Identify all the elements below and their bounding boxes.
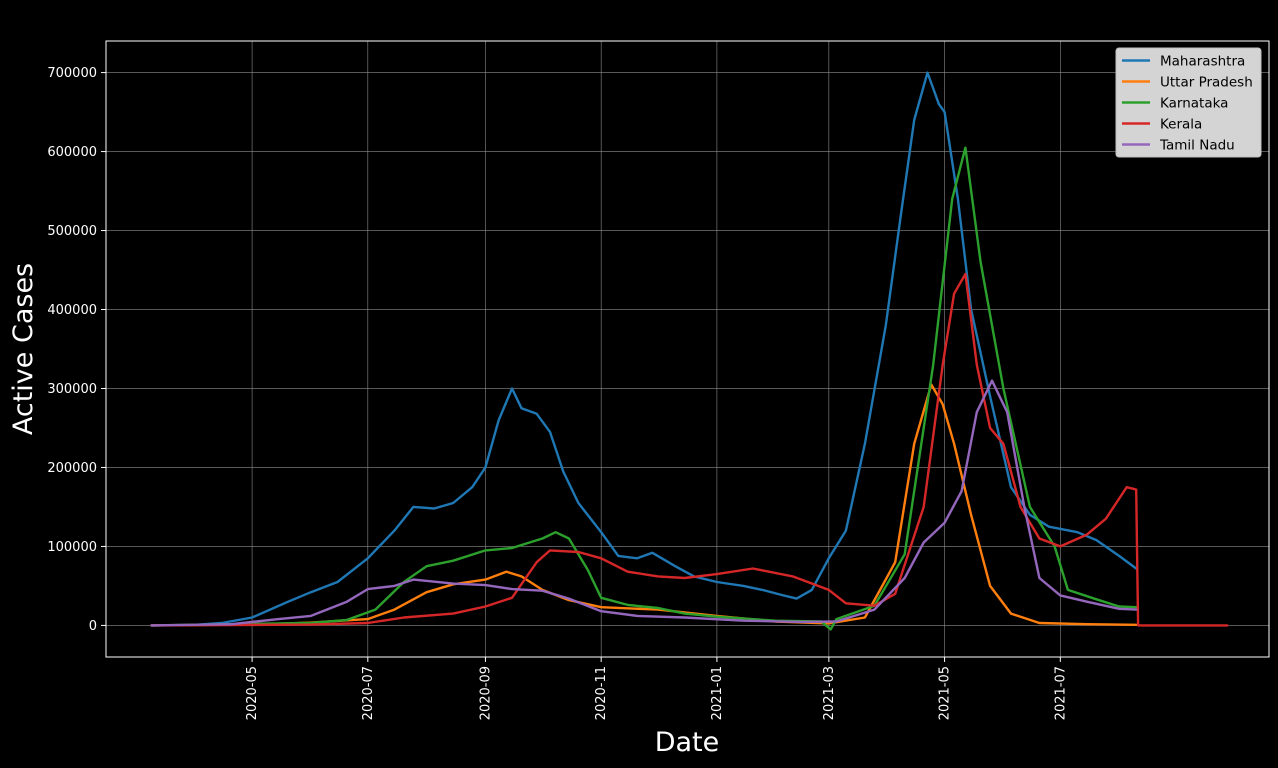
x-axis-label: Date	[655, 727, 720, 758]
x-tick-label: 2021-07	[1053, 666, 1068, 720]
x-tick-label: 2020-11	[594, 666, 609, 720]
series-line-maharashtra	[150, 71, 1138, 627]
x-tick-label: 2020-05	[245, 666, 260, 720]
y-tick-label: 700000	[47, 66, 97, 81]
x-tick-label: 2021-03	[822, 666, 837, 720]
legend-box	[1115, 47, 1262, 158]
y-tick-label: 300000	[47, 382, 97, 397]
y-tick-label: 600000	[47, 145, 97, 160]
x-tick-label: 2020-09	[478, 666, 493, 720]
x-tick-label: 2021-05	[938, 666, 953, 720]
x-axis-ticks: 2020-05 2020-07 2020-09 2020-11 2021-01 2021-…	[245, 657, 1068, 720]
y-tick-label: 400000	[47, 303, 97, 318]
legend-label: Uttar Pradesh	[1160, 75, 1253, 91]
grid-lines	[106, 41, 1269, 657]
legend-label: Maharashtra	[1160, 54, 1245, 70]
series-line-tamil-nadu	[150, 379, 1138, 627]
legend-label: Tamil Nadu	[1159, 138, 1235, 154]
y-axis-ticks: 0 100000 200000 300000 400000 500000 600000 700…	[47, 66, 106, 634]
series-lines	[150, 71, 1229, 631]
x-tick-label: 2021-01	[710, 666, 725, 720]
series-line-kerala	[150, 272, 1229, 627]
y-tick-label: 500000	[47, 224, 97, 239]
x-tick-label: 2020-07	[361, 666, 376, 720]
legend-label: Kerala	[1160, 117, 1202, 133]
y-tick-label: 200000	[47, 461, 97, 476]
legend-label: Karnataka	[1160, 96, 1228, 112]
y-tick-label: 100000	[47, 540, 97, 555]
series-line-karnataka	[150, 146, 1138, 631]
y-tick-label: 0	[89, 619, 97, 634]
legend: Maharashtra Uttar Pradesh Karnataka Kerala T…	[1115, 47, 1262, 158]
y-axis-label: Active Cases	[8, 263, 39, 435]
plot-frame	[105, 40, 1270, 658]
